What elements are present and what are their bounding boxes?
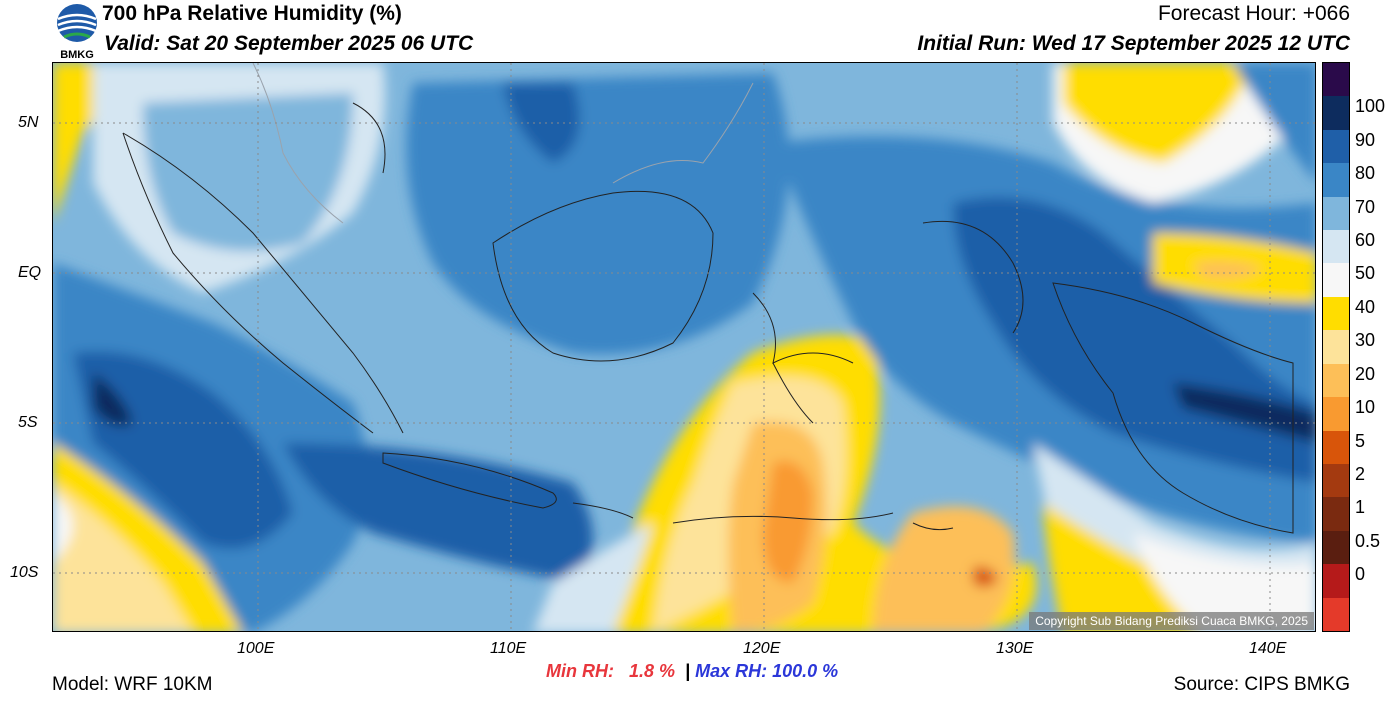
coastlines [122,102,1294,534]
colorbar-segment [1323,497,1349,532]
lat-label: 10S [10,564,39,581]
bmkg-logo: BMKG [57,4,97,61]
colorbar-segment [1323,530,1349,565]
colorbar-label: 80 [1355,163,1376,184]
colorbar-label: 2 [1355,463,1366,484]
colorbar-label: 40 [1355,296,1376,317]
max-rh: Max RH: 100.0 % [695,661,839,681]
lon-label: 100E [237,640,275,657]
copyright-notice: Copyright Sub Bidang Prediksi Cuaca BMKG… [1029,612,1314,630]
colorbar-label: 50 [1355,263,1376,284]
min-rh-value: 1.8 % [629,661,676,681]
lon-label: 120E [743,640,781,657]
colorbar-segment [1323,397,1349,432]
map-title: 700 hPa Relative Humidity (%) [102,2,402,25]
colorbar-segment [1323,96,1349,131]
colorbar-label: 30 [1355,330,1376,351]
colorbar-segment [1323,330,1349,365]
graticule [53,63,1315,631]
rh-map [52,62,1316,632]
colorbar-label: 5 [1355,430,1366,451]
colorbar [1322,62,1350,632]
colorbar-label: 10 [1355,397,1376,418]
colorbar-label: 0.5 [1355,530,1381,551]
colorbar-segment [1323,196,1349,231]
colorbar-label: 90 [1355,129,1376,150]
colorbar-segment [1323,463,1349,498]
colorbar-segment [1323,230,1349,264]
colorbar-segment [1323,263,1349,298]
lat-label: EQ [18,264,42,281]
lon-label: 130E [996,640,1034,657]
colorbar-segment [1323,363,1349,398]
colorbar-segment [1323,129,1349,164]
colorbar-label: 70 [1355,196,1376,217]
colorbar-label: 1 [1355,497,1366,518]
model-name: Model: WRF 10KM [52,674,213,695]
colorbar-segment [1323,296,1349,331]
rh-contours [53,63,1315,631]
colorbar-label: 60 [1355,230,1376,251]
lat-label: 5N [18,114,39,131]
colorbar-segment [1323,63,1349,97]
logo-text: BMKG [60,49,94,61]
colorbar-label: 0 [1355,564,1366,585]
data-source: Source: CIPS BMKG [1173,674,1350,695]
rh-stats: Min RH: 1.8 % | Max RH: 100.0 % [546,661,839,681]
colorbar-label: 20 [1355,363,1376,384]
lon-label: 110E [490,640,527,657]
initial-run: Initial Run: Wed 17 September 2025 12 UT… [917,32,1350,55]
lon-label: 140E [1249,640,1287,657]
colorbar-segment [1323,597,1349,632]
forecast-hour: Forecast Hour: +066 [1157,2,1350,25]
min-rh-label: Min RH: [546,661,614,681]
colorbar-segment [1323,163,1349,198]
colorbar-label: 100 [1355,96,1386,117]
borders [252,63,754,224]
valid-time: Valid: Sat 20 September 2025 06 UTC [104,32,474,55]
colorbar-segment [1323,564,1349,599]
colorbar-segment [1323,430,1349,465]
rh-map-canvas [53,63,1315,631]
lat-label: 5S [18,414,38,431]
